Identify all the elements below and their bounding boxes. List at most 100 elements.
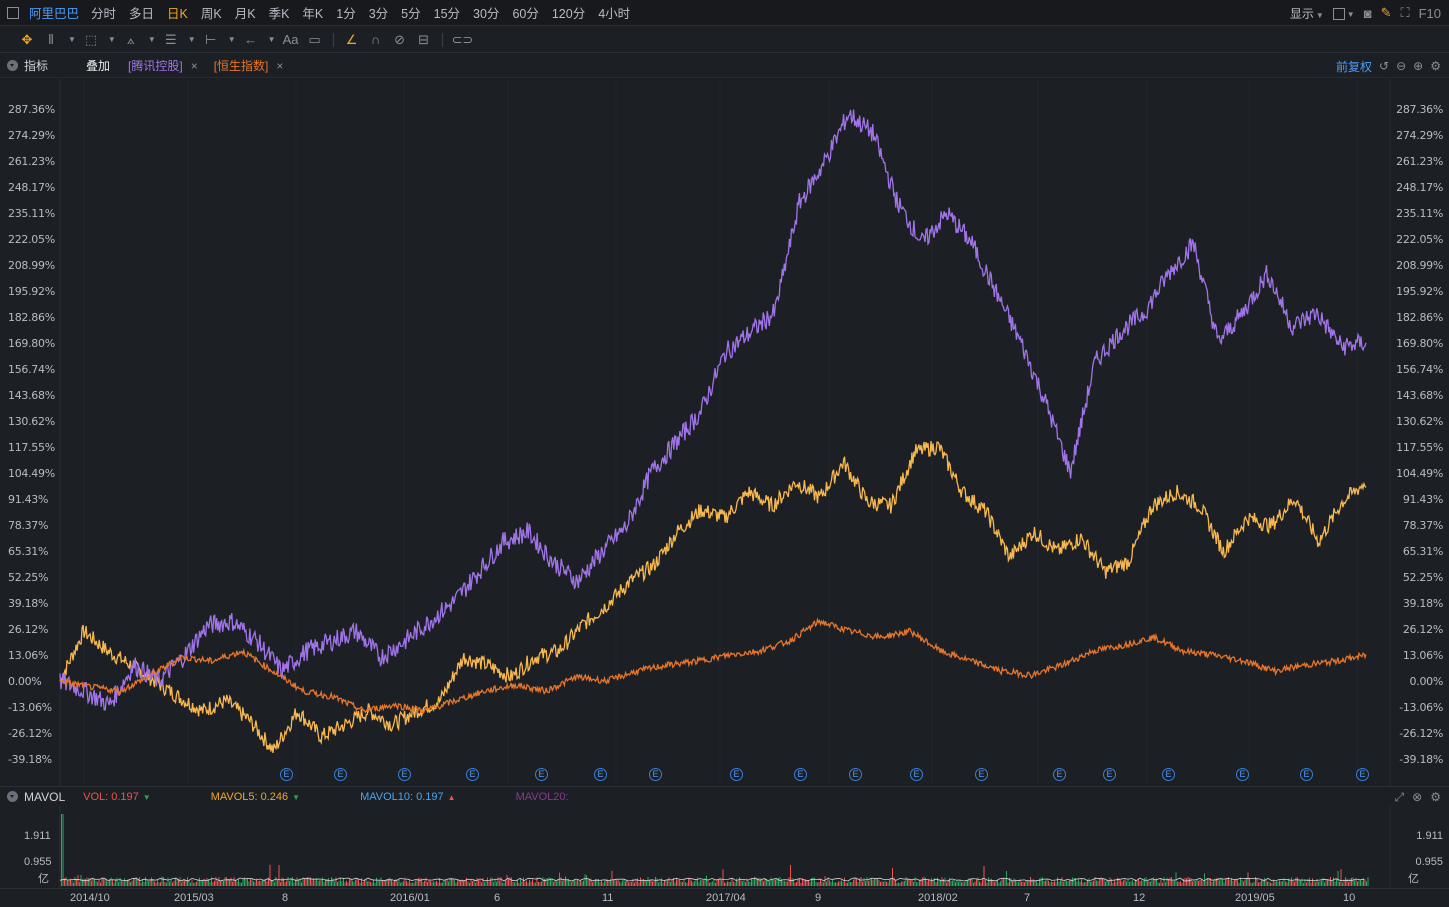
brush-icon[interactable]: ∠: [345, 31, 358, 47]
volume-indicator-name[interactable]: MAVOL: [24, 789, 66, 804]
period-tab[interactable]: 年K: [302, 7, 324, 21]
close-icon[interactable]: ×: [276, 58, 284, 73]
period-tab[interactable]: 15分: [433, 7, 461, 21]
camera-icon[interactable]: ◙: [1363, 5, 1372, 21]
event-marker[interactable]: E: [849, 768, 862, 781]
volume-bar: [782, 881, 784, 886]
volume-bar: [692, 882, 694, 886]
comment-tool-icon[interactable]: ▭: [308, 31, 321, 47]
volume-bar: [722, 869, 724, 886]
event-marker[interactable]: E: [1162, 768, 1175, 781]
event-marker[interactable]: E: [975, 768, 988, 781]
event-marker[interactable]: E: [730, 768, 743, 781]
event-marker[interactable]: E: [334, 768, 347, 781]
period-tab[interactable]: 分时: [91, 7, 117, 21]
volume-bar: [89, 878, 91, 886]
display-dropdown[interactable]: 显示 ▼: [1290, 5, 1324, 22]
volume-bar: [221, 879, 223, 886]
period-tab[interactable]: 4小时: [598, 7, 631, 21]
event-marker[interactable]: E: [280, 768, 293, 781]
event-marker[interactable]: E: [1053, 768, 1066, 781]
magnet-icon[interactable]: ∩: [370, 32, 381, 47]
event-marker[interactable]: E: [649, 768, 662, 781]
indicator-button[interactable]: 指标: [24, 59, 49, 73]
undo-icon[interactable]: ↺: [1379, 59, 1390, 73]
volume-bar: [659, 881, 661, 886]
period-tab[interactable]: 周K: [200, 7, 222, 21]
settings-gear-icon[interactable]: ⚙: [1430, 59, 1441, 73]
event-marker[interactable]: E: [1236, 768, 1249, 781]
event-marker[interactable]: E: [1356, 768, 1369, 781]
event-marker[interactable]: E: [398, 768, 411, 781]
volume-bar: [1256, 878, 1258, 886]
close-icon[interactable]: ×: [190, 58, 198, 73]
volume-bar: [1252, 882, 1253, 886]
period-tab[interactable]: 120分: [551, 7, 586, 21]
period-tab[interactable]: 月K: [234, 7, 256, 21]
overlay-hsi[interactable]: [恒生指数]: [213, 59, 269, 73]
text-tool-icon[interactable]: Aa: [282, 32, 299, 47]
f10-button[interactable]: F10: [1418, 5, 1441, 21]
volume-bar: [143, 882, 145, 886]
zoom-in-icon[interactable]: ⊕: [1413, 59, 1424, 73]
fullscreen-icon[interactable]: ⛶: [1400, 5, 1410, 20]
collapse-icon[interactable]: [7, 791, 18, 802]
chevron-down-icon[interactable]: ▼: [107, 35, 116, 44]
shape-tool-icon[interactable]: ⬚: [84, 31, 98, 47]
adjust-button[interactable]: 前复权: [1336, 59, 1373, 74]
event-marker[interactable]: E: [910, 768, 923, 781]
pencil-icon[interactable]: ✎: [1380, 5, 1392, 20]
event-marker[interactable]: E: [794, 768, 807, 781]
event-marker[interactable]: E: [1300, 768, 1313, 781]
period-tab[interactable]: 30分: [473, 7, 500, 21]
event-marker[interactable]: E: [594, 768, 607, 781]
volume-bar: [1255, 877, 1256, 886]
layout-dropdown[interactable]: ▼: [1332, 6, 1355, 20]
close-icon[interactable]: ⊗: [1412, 790, 1423, 804]
expand-icon[interactable]: ⤢: [1394, 789, 1405, 804]
overlay-button[interactable]: 叠加: [86, 59, 111, 73]
chevron-down-icon[interactable]: ▼: [68, 35, 76, 44]
fib-tool-icon[interactable]: ☰: [164, 31, 177, 47]
chevron-down-icon[interactable]: ▼: [227, 35, 236, 44]
event-marker[interactable]: E: [535, 768, 548, 781]
overlay-tencent[interactable]: [腾讯控股]: [128, 59, 183, 73]
pattern-tool-icon[interactable]: ⟑: [126, 31, 135, 47]
y-axis-label: 104.49%: [1396, 467, 1443, 480]
link-icon[interactable]: ⊂⊃: [451, 31, 474, 47]
collapse-icon[interactable]: [7, 60, 18, 71]
zoom-out-icon[interactable]: ⊖: [1396, 59, 1407, 73]
volume-bar: [1123, 880, 1124, 886]
period-tab[interactable]: 多日: [129, 7, 155, 21]
volume-bar: [259, 880, 260, 886]
trash-icon[interactable]: ⊟: [418, 31, 429, 47]
arrow-tool-icon[interactable]: ←: [244, 32, 258, 47]
volume-bar: [569, 881, 571, 886]
period-tab[interactable]: 季K: [268, 7, 290, 21]
window-toggle-icon[interactable]: [7, 6, 19, 19]
period-tab[interactable]: 1分: [336, 7, 356, 21]
period-tab[interactable]: 日K: [167, 7, 188, 21]
period-tab[interactable]: 3分: [368, 7, 389, 21]
settings-gear-icon[interactable]: ⚙: [1430, 790, 1441, 804]
x-axis-date-label: 6: [494, 892, 501, 904]
hide-drawings-icon[interactable]: ⊘: [394, 31, 405, 47]
chevron-down-icon[interactable]: ▼: [187, 35, 196, 44]
volume-chart-area[interactable]: 1.911 0.955 亿 1.911 0.955 亿: [0, 806, 1449, 888]
stock-name[interactable]: 阿里巴巴: [29, 7, 80, 21]
chevron-down-icon[interactable]: ▼: [267, 35, 276, 44]
measure-tool-icon[interactable]: ⊢: [205, 31, 217, 47]
volume-bar: [949, 877, 950, 886]
period-tab[interactable]: 60分: [512, 7, 539, 21]
volume-bar: [697, 877, 698, 886]
move-cross-icon[interactable]: ✥: [21, 31, 33, 47]
chevron-down-icon[interactable]: ▼: [147, 35, 156, 44]
line-tool-icon[interactable]: ⦀: [48, 31, 54, 47]
event-marker[interactable]: E: [1103, 768, 1116, 781]
volume-bar: [857, 882, 859, 886]
main-chart-area[interactable]: 287.36% 274.29% 261.23% 248.17% 235.11% 222.0…: [0, 79, 1449, 786]
y-axis-label: 248.17%: [8, 181, 55, 194]
volume-bar: [478, 880, 479, 886]
event-marker[interactable]: E: [466, 768, 479, 781]
period-tab[interactable]: 5分: [401, 7, 421, 21]
